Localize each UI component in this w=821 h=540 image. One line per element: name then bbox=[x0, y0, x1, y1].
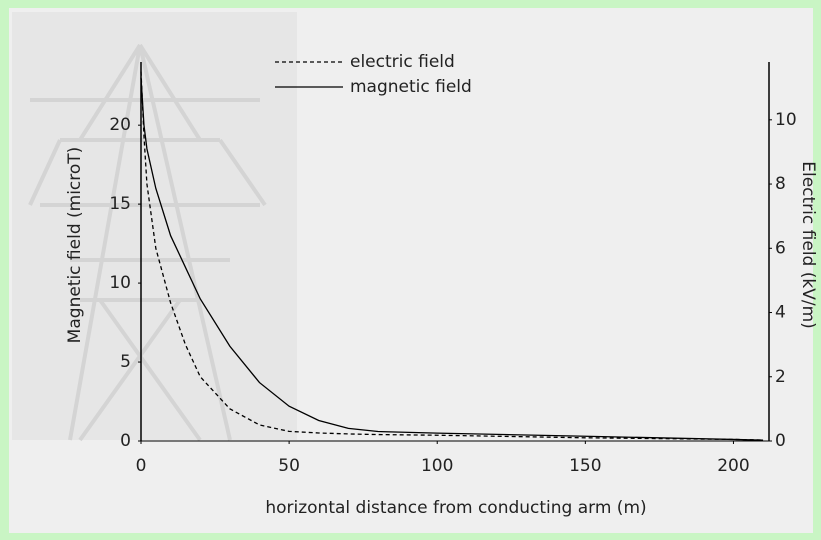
x-tick-label: 100 bbox=[421, 456, 453, 476]
y2-tick-label: 10 bbox=[775, 110, 797, 130]
x-tick-label: 150 bbox=[569, 456, 601, 476]
y-tick-label: 15 bbox=[109, 194, 131, 214]
data-line bbox=[140, 77, 764, 441]
x-axis-label: horizontal distance from conducting arm … bbox=[265, 498, 646, 518]
data-line bbox=[140, 71, 764, 441]
y2-axis-label: Electric field (kV/m) bbox=[798, 161, 818, 329]
y-tick-label: 5 bbox=[120, 352, 131, 372]
y2-tick-label: 8 bbox=[775, 174, 786, 194]
legend-label: magnetic field bbox=[350, 77, 472, 97]
y-tick-label: 20 bbox=[109, 115, 131, 135]
pylon-background bbox=[12, 12, 297, 442]
y2-tick-label: 4 bbox=[775, 303, 786, 323]
x-tick-label: 200 bbox=[717, 456, 749, 476]
legend-label: electric field bbox=[350, 52, 455, 72]
y2-tick-label: 0 bbox=[775, 431, 786, 451]
y2-tick-label: 2 bbox=[775, 367, 786, 387]
x-tick-label: 50 bbox=[278, 456, 300, 476]
x-tick-label: 0 bbox=[136, 456, 147, 476]
y-axis-label: Magnetic field (microT) bbox=[65, 147, 85, 344]
y-tick-label: 10 bbox=[109, 273, 131, 293]
y-tick-label: 0 bbox=[120, 431, 131, 451]
y2-tick-label: 6 bbox=[775, 238, 786, 258]
